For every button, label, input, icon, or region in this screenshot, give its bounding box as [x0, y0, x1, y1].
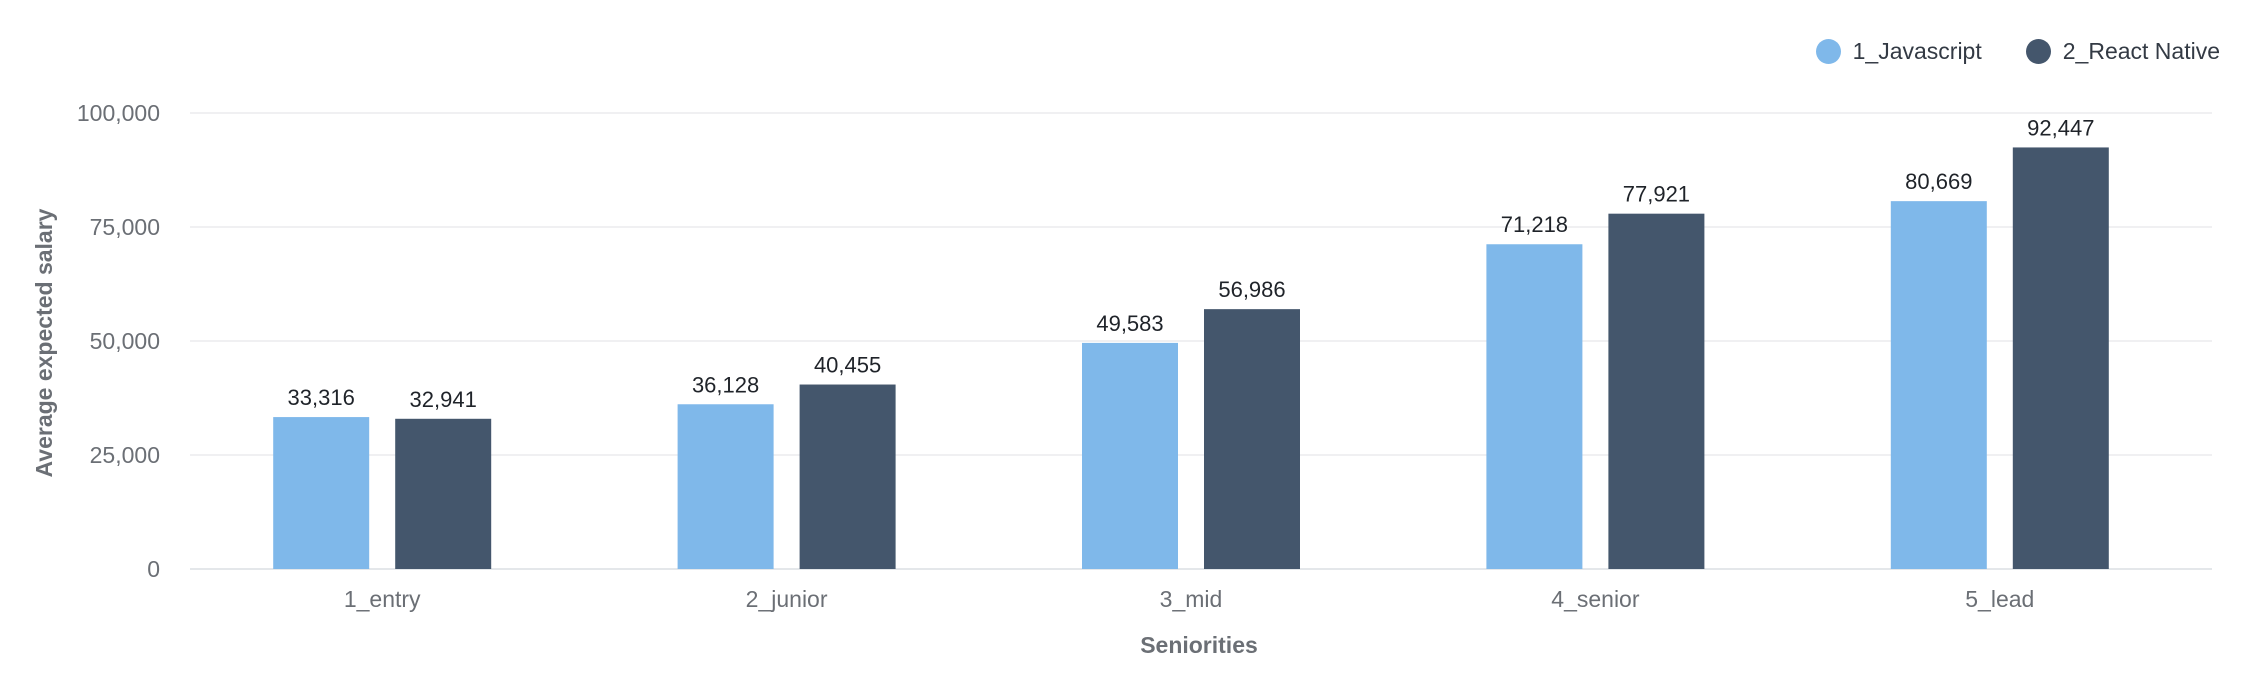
- bar-javascript[interactable]: [273, 417, 370, 569]
- bar-value-label: 92,447: [2027, 115, 2094, 140]
- bar-value-label: 36,128: [692, 372, 759, 397]
- y-tick-label: 50,000: [90, 328, 160, 354]
- y-tick-label: 25,000: [90, 442, 160, 468]
- bar-react-native[interactable]: [1608, 213, 1705, 569]
- bar-value-label: 71,218: [1501, 212, 1568, 237]
- bar-value-label: 40,455: [814, 353, 881, 378]
- bar-react-native[interactable]: [2012, 147, 2109, 569]
- bar-value-label: 56,986: [1218, 277, 1285, 302]
- legend: 1_Javascript 2_React Native: [1815, 38, 2220, 65]
- y-tick-label: 75,000: [90, 214, 160, 240]
- gridlines: [190, 112, 2212, 570]
- y-tick-label: 0: [147, 556, 160, 582]
- legend-swatch-javascript: [1815, 39, 1841, 64]
- y-axis-ticks: 0 25,000 50,000 75,000 100,000: [77, 100, 160, 582]
- bar-javascript[interactable]: [1890, 201, 1987, 569]
- x-tick-label: 5_lead: [1965, 586, 2034, 612]
- y-axis-title: Average expected salary: [31, 208, 57, 477]
- legend-label-react-native: 2_React Native: [2062, 38, 2220, 64]
- bars: [273, 147, 2109, 570]
- bar-value-label: 77,921: [1623, 182, 1690, 207]
- bar-react-native[interactable]: [395, 418, 492, 569]
- legend-label-javascript: 1_Javascript: [1852, 38, 1982, 64]
- y-tick-label: 100,000: [77, 100, 160, 126]
- bar-value-label: 80,669: [1905, 169, 1972, 194]
- x-tick-label: 4_senior: [1551, 586, 1640, 612]
- bar-value-label: 33,316: [288, 385, 355, 410]
- legend-item-javascript[interactable]: 1_Javascript: [1815, 38, 1982, 65]
- bar-value-label: 49,583: [1096, 311, 1163, 336]
- x-axis-title: Seniorities: [1140, 632, 1258, 658]
- x-axis-ticks: 1_entry 2_junior 3_mid 4_senior 5_lead: [344, 586, 2034, 612]
- x-tick-label: 3_mid: [1160, 586, 1223, 612]
- legend-swatch-react-native: [2025, 39, 2051, 64]
- bar-javascript[interactable]: [1082, 342, 1178, 569]
- bar-javascript[interactable]: [677, 404, 774, 569]
- bar-javascript[interactable]: [1486, 244, 1583, 570]
- data-labels: 33,316 32,941 36,128 40,455 49,583 56,986 71,2…: [288, 115, 2095, 411]
- bar-react-native[interactable]: [799, 384, 896, 569]
- bar-value-label: 32,941: [410, 387, 477, 412]
- x-tick-label: 1_entry: [344, 586, 421, 612]
- bar-react-native[interactable]: [1204, 309, 1300, 569]
- legend-item-react-native[interactable]: 2_React Native: [2025, 38, 2220, 65]
- x-tick-label: 2_junior: [746, 586, 828, 612]
